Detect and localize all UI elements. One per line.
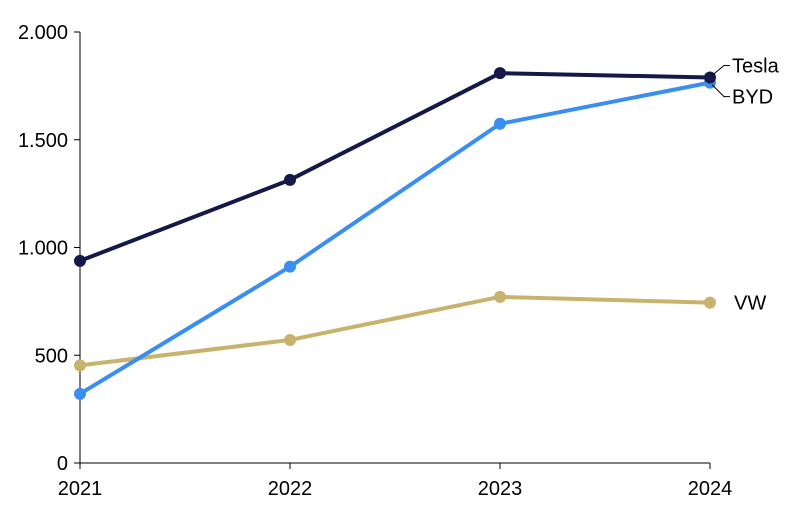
data-point-vw (284, 333, 296, 346)
data-point-tesla (284, 173, 296, 186)
data-point-vw (494, 290, 506, 303)
x-tick-label: 2021 (58, 478, 103, 500)
data-point-vw (704, 296, 716, 309)
x-tick-label: 2022 (268, 478, 313, 500)
y-tick-label: 500 (35, 345, 68, 367)
x-tick-label: 2024 (688, 478, 733, 500)
data-point-tesla (494, 67, 506, 80)
series-line-tesla (79, 71, 711, 263)
data-point-vw (74, 359, 86, 372)
y-tick-label: 2.000 (18, 22, 68, 44)
series-label-byd: BYD (732, 87, 773, 109)
series-line-vw (79, 294, 711, 368)
x-tick-label: 2023 (478, 478, 523, 500)
series-tesla (74, 67, 716, 267)
series-labels: Tesla BYD VW (711, 55, 780, 315)
y-tick-label: 0 (57, 453, 68, 475)
data-point-byd (494, 117, 506, 130)
byd-leader-line (711, 84, 730, 98)
chart-series (74, 67, 716, 400)
chart-axes: 0 500 1.000 1.500 2.000 2021 2022 2023 2024 (18, 22, 732, 500)
tesla-leader-line (711, 64, 730, 76)
series-label-tesla: Tesla (732, 55, 780, 77)
series-line-byd (78, 80, 711, 396)
data-point-byd (284, 260, 296, 273)
y-tick-label: 1.000 (18, 238, 68, 260)
series-vw (74, 290, 716, 372)
series-label-vw: VW (734, 293, 766, 315)
y-tick-label: 1.500 (18, 130, 68, 152)
data-point-tesla (74, 254, 86, 267)
data-point-byd (74, 387, 86, 400)
